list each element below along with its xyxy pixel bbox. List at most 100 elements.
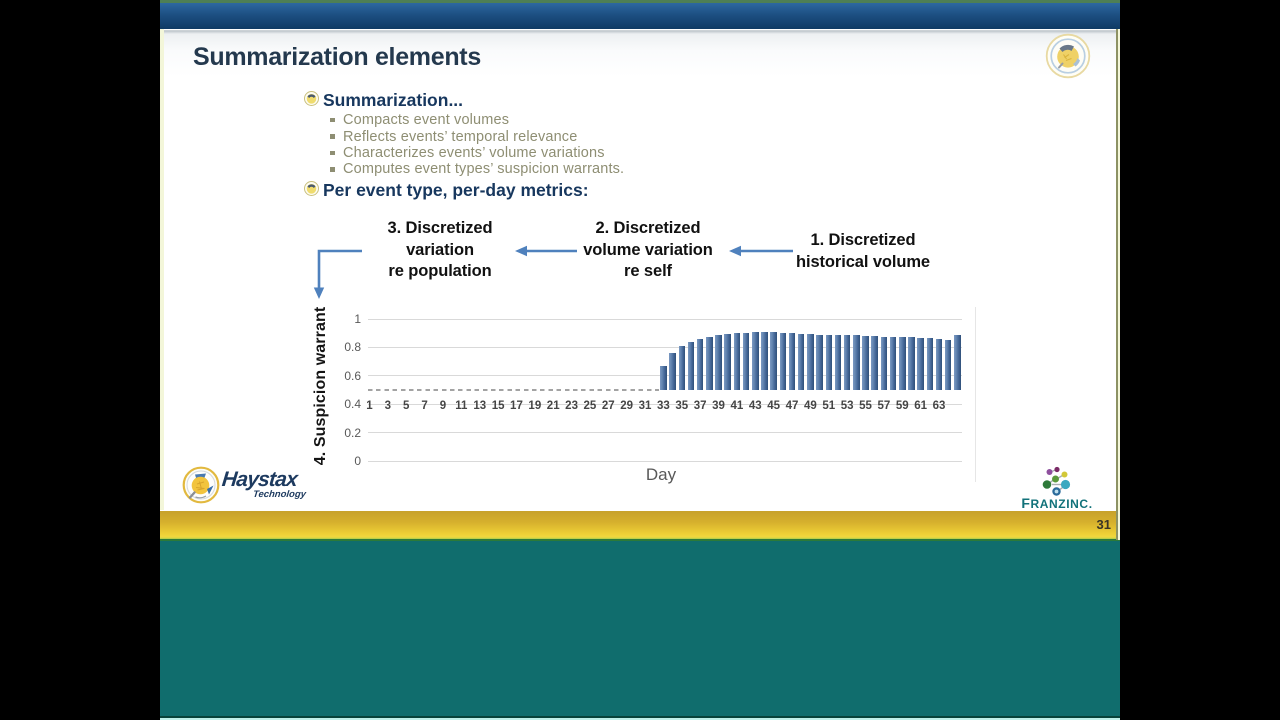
chart-bar-day-65: [954, 335, 961, 390]
chart-bar-day-35: [678, 345, 686, 390]
chart-xtick-label: 59: [895, 399, 909, 412]
chart-gridline: [368, 403, 962, 405]
diagram-step1-line2: historical volume: [795, 252, 930, 271]
chart-xtick-label: 7: [421, 399, 428, 412]
bullet2-label: Per event type, per-day metrics:: [323, 180, 589, 200]
bullet1-subitem: Compacts event volumes: [330, 112, 624, 128]
bullet1-logo-icon: [304, 91, 319, 106]
teal-bottom-glow-line: [160, 718, 1120, 720]
bullet1-subitem: Reflects events’ temporal relevance: [330, 128, 624, 145]
diagram-step1: 1. Discretized historical volume: [775, 230, 951, 273]
chart-xtick-label: 3: [384, 399, 392, 412]
chart-ytick-label: 0.6: [344, 368, 361, 383]
chart-y-axis-title: 4. Suspicion warrant: [312, 306, 329, 466]
bullet1-label: Summarization...: [323, 90, 464, 110]
franz-f: F: [1021, 495, 1031, 511]
slide-right-edge-pale: [1118, 29, 1120, 540]
chart-bar-day-33: [660, 365, 667, 390]
haystax-emblem-icon: [1045, 33, 1091, 79]
slide-left-edge: [160, 29, 164, 510]
chart-xtick-label: 1: [366, 399, 373, 412]
chart-bar-day-58: [889, 336, 897, 390]
chart-ytick-label: 0.4: [344, 397, 361, 412]
haystax-logo: Haystax Technology: [182, 464, 332, 510]
chart-bar-day-56: [871, 336, 878, 390]
chart-xtick-label: 53: [840, 399, 854, 412]
chart-xtick-label: 25: [583, 399, 597, 412]
bullet1-subitem-label: Reflects events’ temporal relevance: [343, 128, 578, 145]
chart-bar-day-34: [669, 353, 676, 390]
franz-logo-icon: [1042, 466, 1071, 496]
chart-right-border: [974, 307, 976, 482]
diagram-step3-line2: variation: [406, 240, 474, 259]
chart-gridline: [368, 460, 962, 462]
bullet1-sublist: Compacts event volumes Reflects events’ t…: [330, 112, 624, 178]
chart-bar-day-41: [733, 333, 741, 390]
chart-xtick-label: 39: [712, 399, 725, 412]
chart-bar-day-49: [807, 333, 814, 390]
chart-xtick-label: 45: [767, 399, 781, 412]
chart-xtick-label: 51: [822, 399, 836, 412]
chart-bar-day-43: [752, 332, 759, 390]
slide-footer-yellow-bar: 31: [160, 510, 1120, 539]
page-number: 31: [1096, 516, 1111, 532]
slide-footer-teal-area: [160, 540, 1120, 720]
diagram-step3-line3: re population: [388, 262, 492, 281]
chart-bar-day-54: [853, 335, 860, 390]
chart-gridline: [368, 432, 962, 434]
chart-baseline-dashed: [367, 389, 660, 391]
chart-bar-day-45: [770, 332, 777, 390]
diagram-step3: 3. Discretized variation re population: [360, 218, 520, 283]
franz-ranz: RANZ: [1030, 497, 1067, 511]
chart-xtick-label: 33: [657, 399, 670, 412]
bullet2-logo-icon: [304, 181, 319, 196]
chart-gridline: [368, 346, 962, 348]
chart-xtick-label: 57: [877, 399, 891, 412]
haystax-logo-icon: [182, 466, 220, 504]
slide-footer-green-line: [160, 538, 1120, 541]
chart-bar-day-37: [696, 338, 704, 390]
square-bullet-icon: [330, 167, 335, 172]
chart-bar-day-50: [816, 334, 823, 390]
chart-bar-day-62: [926, 338, 934, 390]
diagram-step2-line1: 2. Discretized: [595, 219, 701, 237]
bullet1-subitem-label: Characterizes events’ volume variations: [343, 144, 605, 161]
chart-xtick-label: 13: [473, 399, 487, 412]
bullet1-subitem-label: Computes event types’ suspicion warrants…: [343, 161, 625, 178]
chart-bar-day-60: [908, 337, 915, 390]
chart-xtick-label: 19: [528, 399, 542, 412]
teal-bottom-dark-line: [160, 716, 1120, 719]
chart-xtick-label: 43: [748, 399, 762, 412]
diagram-step2-line2: volume variation: [583, 240, 713, 259]
chart-x-axis-title: Day: [645, 465, 677, 484]
chart-xtick-label: 31: [638, 399, 652, 412]
chart-bar-day-46: [779, 333, 787, 390]
chart-xtick-label: 37: [693, 399, 707, 412]
chart-xtick-label: 41: [730, 399, 744, 412]
slide-header-bar: [160, 2, 1120, 29]
chart-bar-day-48: [797, 333, 805, 390]
chart-ytick-label: 1: [354, 312, 361, 326]
franz-logo: FRANZINC.: [1012, 458, 1102, 511]
bullet1-subitem: Computes event types’ suspicion warrants…: [330, 161, 624, 177]
chart-bar-day-53: [843, 335, 851, 390]
video-slide-area: Summarization elements Summarization... …: [160, 0, 1120, 720]
diagram-step2-line3: re self: [624, 262, 672, 281]
chart-bar-day-61: [917, 338, 924, 390]
square-bullet-icon: [330, 134, 335, 139]
chart-bar-day-55: [862, 336, 869, 390]
chart-bar-day-52: [834, 334, 842, 390]
chart-xtick-label: 55: [859, 399, 872, 412]
slide-title: Summarization elements: [193, 43, 481, 71]
chart-xtick-label: 63: [932, 399, 946, 412]
chart-xtick-label: 21: [546, 399, 560, 412]
chart-xtick-label: 27: [601, 399, 615, 412]
chart-bar-day-42: [742, 333, 750, 390]
square-bullet-icon: [330, 150, 335, 156]
chart-xtick-label: 29: [620, 399, 634, 412]
diagram-step1-line1: 1. Discretized: [810, 231, 916, 249]
chart-xtick-label: 23: [565, 399, 578, 412]
chart-bar-day-47: [788, 333, 796, 390]
chart-bar-day-40: [724, 333, 731, 390]
chart-xtick-label: 35: [675, 399, 689, 412]
